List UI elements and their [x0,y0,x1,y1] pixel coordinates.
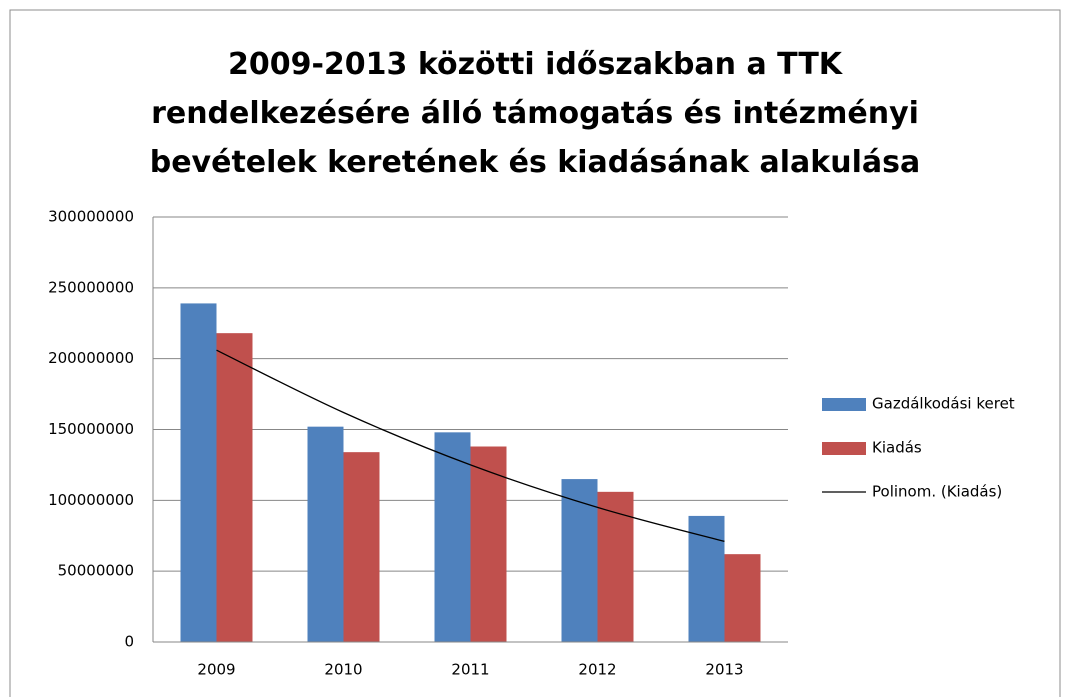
legend-label: Polinom. (Kiadás) [872,483,1002,501]
bar [434,432,471,642]
chart-title: 2009-2013 közötti időszakban a TTK rende… [149,47,921,180]
bar [216,333,253,642]
y-tick-label: 250000000 [48,278,134,296]
y-tick-label: 150000000 [48,420,134,438]
bar [180,303,217,642]
y-tick-label: 50000000 [58,562,134,580]
legend-swatch [822,442,866,455]
legend-label: Gazdálkodási keret [872,395,1015,413]
trend-line [216,349,725,543]
bar [688,515,725,642]
x-tick-label: 2012 [578,661,616,679]
bar [561,479,598,642]
y-tick-label: 200000000 [48,349,134,367]
x-tick-label: 2011 [451,661,489,679]
x-tick-label: 2013 [705,661,743,679]
y-tick-label: 300000000 [48,208,134,226]
x-tick-label: 2009 [197,661,235,679]
x-tick-label: 2010 [324,661,362,679]
bar [724,554,761,642]
legend-swatch [822,398,866,411]
bar [307,426,344,642]
y-tick-label: 0 [124,633,134,651]
legend-label: Kiadás [872,439,922,457]
bar [343,452,380,642]
y-tick-label: 100000000 [48,491,134,509]
bar [470,446,507,642]
bar [597,491,634,642]
